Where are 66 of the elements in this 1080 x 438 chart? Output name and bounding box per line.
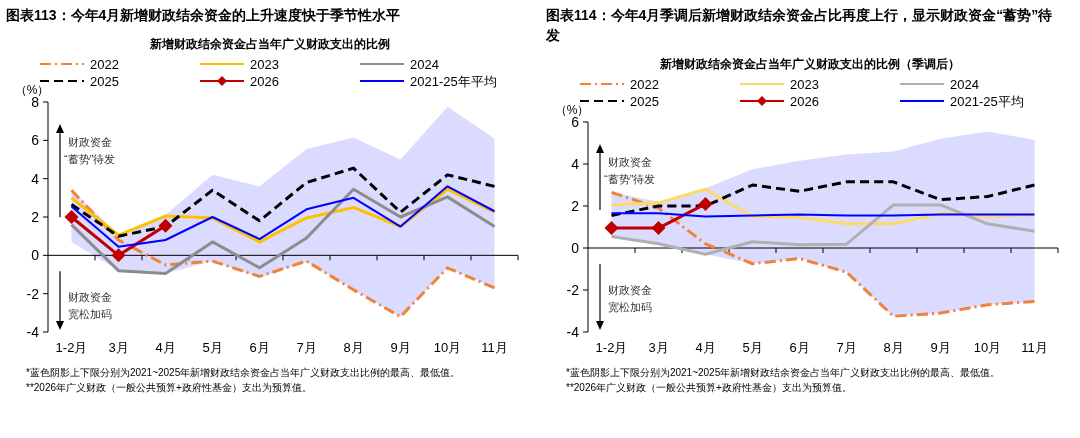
legend-label: 2025 (90, 74, 119, 89)
chart-subtitle: 新增财政结余资金占当年广义财政支出的比例 (149, 37, 390, 51)
chart-title: 图表114：今年4月季调后新增财政结余资金占比再度上行，显示财政资金“蓄势”待发 (545, 7, 1053, 43)
annotation: 宽松加码 (68, 308, 112, 321)
y-tick-label: 0 (571, 240, 580, 256)
legend-label: 2022 (630, 77, 659, 92)
x-tick-label: 3月 (108, 340, 129, 355)
x-tick-label: 9月 (390, 340, 411, 355)
point (64, 210, 79, 224)
y-tick-label: 6 (31, 132, 40, 149)
x-tick-label: 5月 (742, 340, 763, 355)
y-tick-label: -2 (26, 285, 40, 302)
x-tick-label: 1-2月 (55, 340, 88, 355)
y-axis-title: （%） (14, 83, 50, 97)
chart-title: 图表113：今年4月新增财政结余资金的上升速度快于季节性水平 (6, 7, 401, 23)
annotation: “蓄势”待发 (604, 173, 656, 185)
legend-label: 2026 (790, 94, 819, 109)
x-tick-label: 11月 (481, 340, 508, 355)
x-tick-label: 6月 (249, 340, 270, 355)
text: **2026年广义财政（一般公共预算+政府性基金）支出为预算值。 (26, 382, 312, 393)
y-tick-label: -4 (566, 324, 580, 340)
legend-label: 2023 (250, 57, 279, 72)
x-tick-label: 7月 (296, 340, 317, 355)
annotation: 财政资金 (608, 156, 652, 168)
y-tick-label: 0 (31, 247, 40, 264)
x-tick-label: 5月 (202, 340, 223, 355)
legend-label: 2022 (90, 57, 119, 72)
y-tick-label: 2 (571, 198, 580, 214)
annotation: “蓄势”待发 (64, 153, 116, 165)
y-tick-label: -2 (566, 282, 580, 298)
x-tick-label: 8月 (883, 340, 904, 355)
x-tick-label: 6月 (789, 340, 810, 355)
chart-subtitle: 新增财政结余资金占当年广义财政支出的比例（季调后） (659, 57, 960, 71)
point (158, 218, 173, 233)
legend-label: 2024 (410, 57, 439, 72)
point (111, 248, 126, 263)
y-tick-label: 2 (31, 209, 40, 225)
legend-label: 2025 (630, 94, 659, 109)
annotation: 财政资金 (68, 136, 112, 148)
x-tick-label: 3月 (648, 340, 669, 355)
x-tick-label: 1-2月 (595, 340, 628, 355)
text: **2026年广义财政（一般公共预算+政府性基金）支出为预算值。 (566, 382, 852, 393)
annotation: 宽松加码 (608, 301, 652, 313)
legend-label: 2021-25年平均 (410, 74, 497, 89)
x-tick-label: 11月 (1021, 340, 1048, 355)
text: *蓝色阴影上下限分别为2021~2025年新增财政结余资金占当年广义财政支出比例的最高、最低值。 (26, 367, 461, 378)
x-tick-label: 4月 (695, 340, 716, 355)
text: *蓝色阴影上下限分别为2021~2025年新增财政结余资金占当年广义财政支出比例的最高、最低值。 (566, 367, 1001, 378)
x-tick-label: 8月 (343, 340, 364, 355)
y-tick-label: 4 (31, 170, 40, 187)
annotation: 财政资金 (608, 284, 652, 296)
y-axis-title: （%） (554, 103, 590, 117)
y-tick-label: 4 (571, 156, 580, 172)
legend-label: 2023 (790, 77, 819, 92)
y-tick-label: -4 (26, 324, 40, 340)
x-tick-label: 4月 (155, 340, 176, 355)
legend-label: 2026 (250, 74, 279, 89)
x-tick-label: 7月 (836, 340, 857, 355)
y-tick-label: 8 (31, 94, 40, 110)
x-tick-label: 10月 (973, 340, 1002, 355)
legend-label: 2021-25平均 (950, 94, 1024, 109)
annotation: 财政资金 (68, 291, 112, 304)
y-tick-label: 6 (571, 114, 580, 130)
legend-label: 2024 (950, 77, 979, 92)
x-tick-label: 9月 (930, 340, 951, 355)
x-tick-label: 10月 (433, 340, 462, 355)
